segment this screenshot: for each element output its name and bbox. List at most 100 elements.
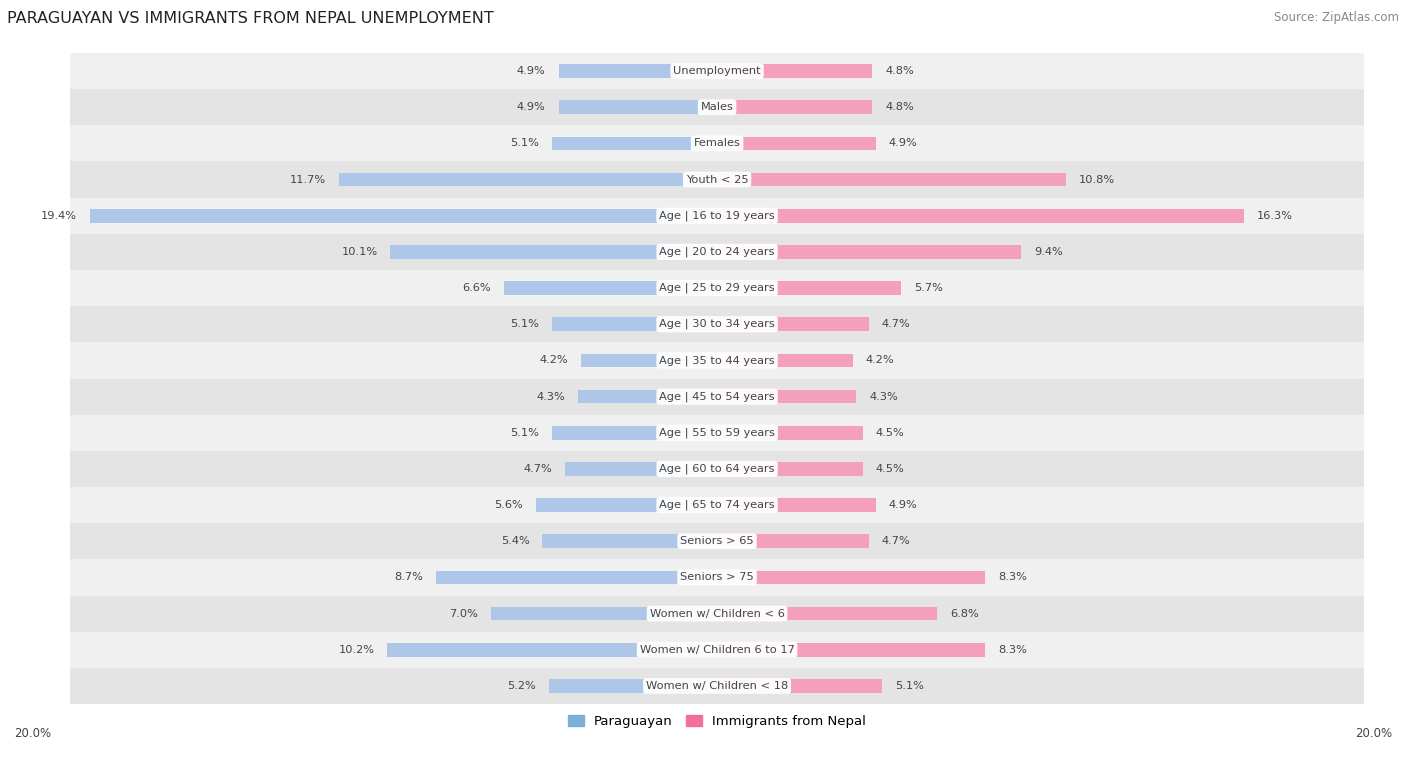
Text: Age | 45 to 54 years: Age | 45 to 54 years bbox=[659, 391, 775, 402]
Text: 4.9%: 4.9% bbox=[889, 500, 917, 510]
Text: Age | 25 to 29 years: Age | 25 to 29 years bbox=[659, 283, 775, 293]
Bar bbox=[558, 101, 717, 114]
Text: 4.5%: 4.5% bbox=[876, 464, 904, 474]
Text: 5.6%: 5.6% bbox=[495, 500, 523, 510]
Bar bbox=[70, 451, 1364, 487]
Text: Females: Females bbox=[693, 139, 741, 148]
Bar bbox=[717, 679, 882, 693]
Bar bbox=[565, 462, 717, 476]
Bar bbox=[70, 668, 1364, 704]
Text: 16.3%: 16.3% bbox=[1257, 210, 1294, 221]
Bar bbox=[70, 198, 1364, 234]
Text: 5.1%: 5.1% bbox=[510, 139, 538, 148]
Text: 10.1%: 10.1% bbox=[342, 247, 377, 257]
Text: 5.1%: 5.1% bbox=[510, 319, 538, 329]
Bar bbox=[70, 161, 1364, 198]
Text: 4.9%: 4.9% bbox=[517, 66, 546, 76]
Bar bbox=[70, 342, 1364, 378]
Bar bbox=[387, 643, 717, 656]
Bar bbox=[717, 173, 1066, 186]
Bar bbox=[581, 354, 717, 367]
Bar bbox=[717, 281, 901, 295]
Bar bbox=[70, 487, 1364, 523]
Text: Women w/ Children < 18: Women w/ Children < 18 bbox=[645, 681, 789, 691]
Text: Age | 65 to 74 years: Age | 65 to 74 years bbox=[659, 500, 775, 510]
Text: 10.2%: 10.2% bbox=[339, 645, 374, 655]
Bar bbox=[553, 426, 717, 440]
Text: 9.4%: 9.4% bbox=[1033, 247, 1063, 257]
Text: Age | 55 to 59 years: Age | 55 to 59 years bbox=[659, 428, 775, 438]
Text: 5.1%: 5.1% bbox=[896, 681, 924, 691]
Bar bbox=[436, 571, 717, 584]
Bar bbox=[553, 136, 717, 151]
Bar bbox=[717, 462, 862, 476]
Bar bbox=[70, 523, 1364, 559]
Text: Age | 20 to 24 years: Age | 20 to 24 years bbox=[659, 247, 775, 257]
Text: 4.7%: 4.7% bbox=[882, 536, 911, 547]
Text: 4.8%: 4.8% bbox=[886, 66, 914, 76]
Text: Age | 16 to 19 years: Age | 16 to 19 years bbox=[659, 210, 775, 221]
Text: 4.2%: 4.2% bbox=[866, 356, 894, 366]
Text: 6.8%: 6.8% bbox=[950, 609, 979, 618]
Text: Women w/ Children 6 to 17: Women w/ Children 6 to 17 bbox=[640, 645, 794, 655]
Bar bbox=[70, 306, 1364, 342]
Text: 8.7%: 8.7% bbox=[394, 572, 423, 582]
Bar bbox=[717, 390, 856, 403]
Bar bbox=[339, 173, 717, 186]
Text: 4.3%: 4.3% bbox=[869, 391, 898, 401]
Text: 4.5%: 4.5% bbox=[876, 428, 904, 438]
Bar bbox=[70, 89, 1364, 126]
Text: 5.7%: 5.7% bbox=[914, 283, 943, 293]
Bar bbox=[391, 245, 717, 259]
Bar bbox=[70, 126, 1364, 161]
Text: 10.8%: 10.8% bbox=[1080, 175, 1115, 185]
Text: Males: Males bbox=[700, 102, 734, 112]
Bar bbox=[70, 234, 1364, 270]
Bar bbox=[70, 378, 1364, 415]
Bar bbox=[717, 426, 862, 440]
Bar bbox=[717, 498, 876, 512]
Text: 4.3%: 4.3% bbox=[536, 391, 565, 401]
Bar bbox=[548, 679, 717, 693]
Bar bbox=[70, 270, 1364, 306]
Legend: Paraguayan, Immigrants from Nepal: Paraguayan, Immigrants from Nepal bbox=[562, 709, 872, 734]
Bar bbox=[717, 534, 869, 548]
Bar bbox=[717, 64, 872, 78]
Bar bbox=[491, 606, 717, 621]
Text: Seniors > 65: Seniors > 65 bbox=[681, 536, 754, 547]
Text: Age | 30 to 34 years: Age | 30 to 34 years bbox=[659, 319, 775, 329]
Text: 8.3%: 8.3% bbox=[998, 645, 1028, 655]
Bar bbox=[717, 571, 986, 584]
Bar bbox=[717, 317, 869, 331]
Text: Seniors > 75: Seniors > 75 bbox=[681, 572, 754, 582]
Text: Source: ZipAtlas.com: Source: ZipAtlas.com bbox=[1274, 11, 1399, 24]
Bar bbox=[70, 559, 1364, 596]
Bar bbox=[717, 136, 876, 151]
Text: 20.0%: 20.0% bbox=[1355, 727, 1392, 740]
Bar bbox=[543, 534, 717, 548]
Text: Youth < 25: Youth < 25 bbox=[686, 175, 748, 185]
Bar bbox=[70, 631, 1364, 668]
Bar bbox=[90, 209, 717, 223]
Bar bbox=[717, 101, 872, 114]
Text: Unemployment: Unemployment bbox=[673, 66, 761, 76]
Bar bbox=[717, 606, 936, 621]
Bar bbox=[70, 415, 1364, 451]
Text: PARAGUAYAN VS IMMIGRANTS FROM NEPAL UNEMPLOYMENT: PARAGUAYAN VS IMMIGRANTS FROM NEPAL UNEM… bbox=[7, 11, 494, 26]
Text: 7.0%: 7.0% bbox=[449, 609, 478, 618]
Text: 20.0%: 20.0% bbox=[14, 727, 51, 740]
Text: 4.8%: 4.8% bbox=[886, 102, 914, 112]
Bar bbox=[536, 498, 717, 512]
Bar bbox=[558, 64, 717, 78]
Bar bbox=[717, 245, 1021, 259]
Text: 5.4%: 5.4% bbox=[501, 536, 530, 547]
Text: 5.2%: 5.2% bbox=[508, 681, 536, 691]
Text: Age | 60 to 64 years: Age | 60 to 64 years bbox=[659, 464, 775, 474]
Text: 8.3%: 8.3% bbox=[998, 572, 1028, 582]
Text: 4.7%: 4.7% bbox=[523, 464, 553, 474]
Text: 5.1%: 5.1% bbox=[510, 428, 538, 438]
Text: Women w/ Children < 6: Women w/ Children < 6 bbox=[650, 609, 785, 618]
Bar bbox=[553, 317, 717, 331]
Text: 6.6%: 6.6% bbox=[463, 283, 491, 293]
Bar bbox=[717, 354, 853, 367]
